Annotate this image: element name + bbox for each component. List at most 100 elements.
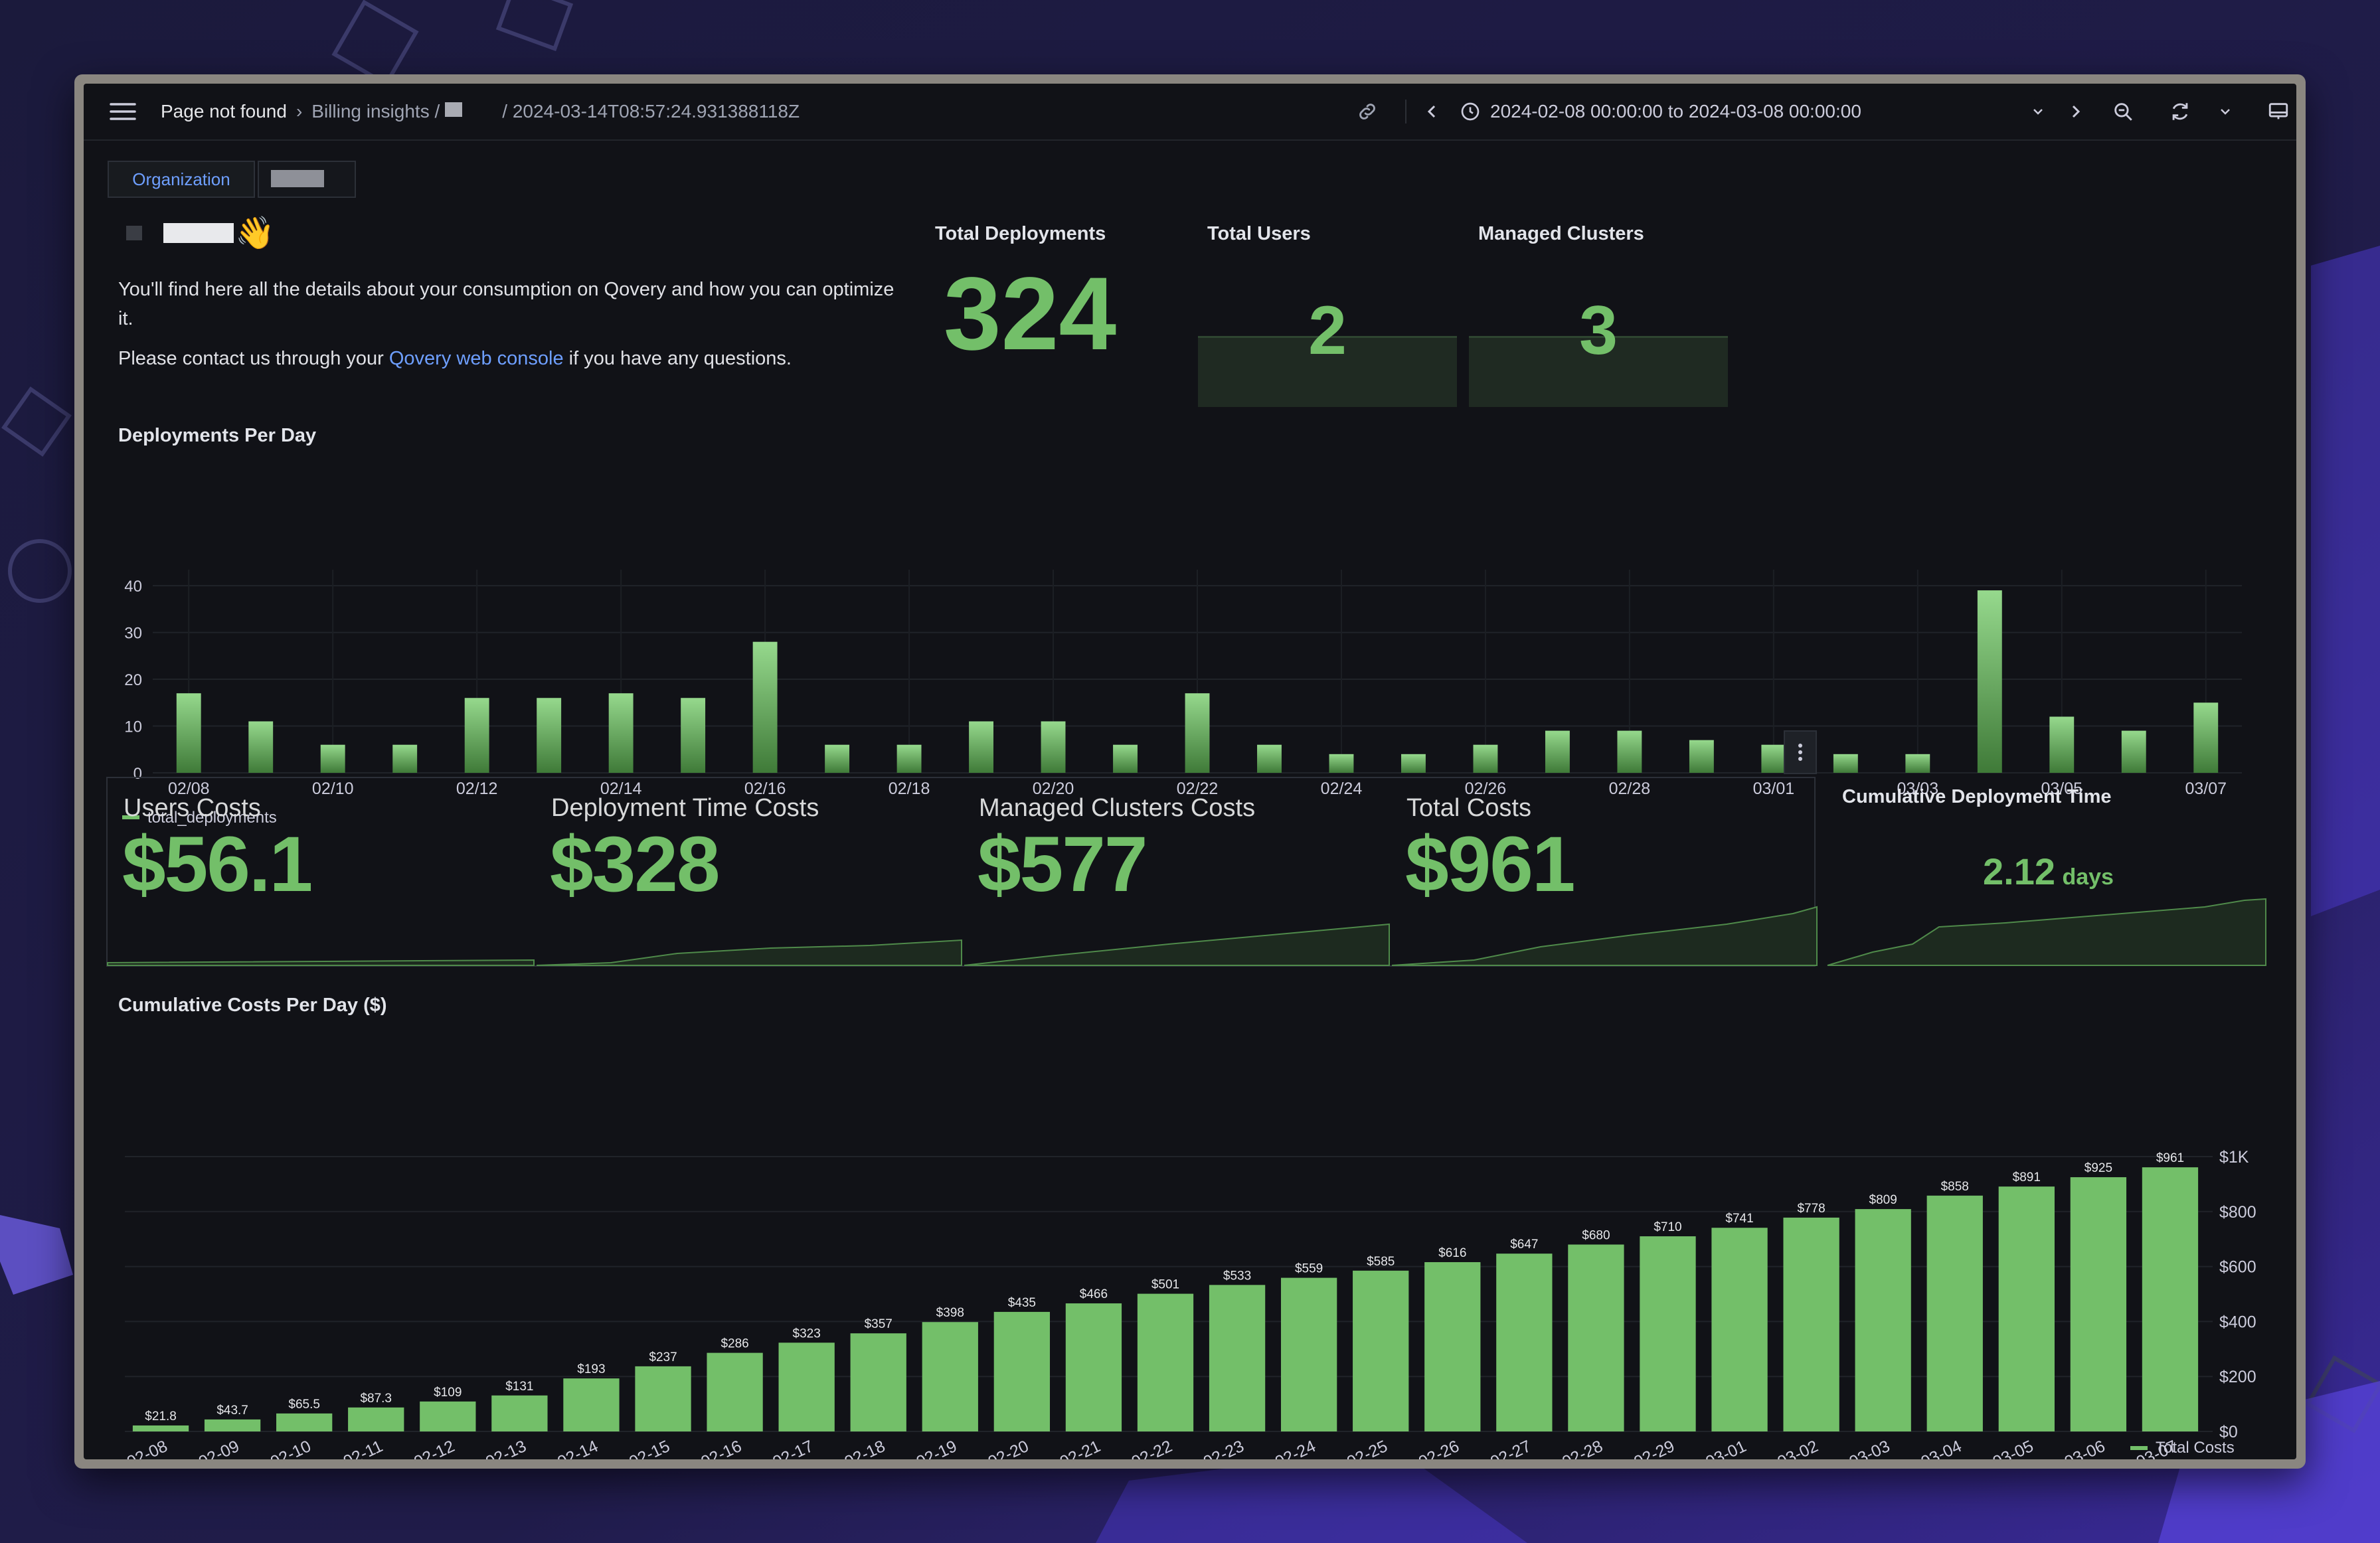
legend-label[interactable]: total_deployments [147,809,277,827]
x-tick-label: 2024-02-25 [1306,1437,1391,1459]
deployments-bar[interactable] [1473,744,1498,773]
deployments-bar[interactable] [608,693,634,773]
deployments-bar[interactable] [1761,744,1786,773]
cost-bar[interactable] [1065,1303,1122,1431]
cost-bar[interactable] [276,1413,333,1431]
cost-bar[interactable] [1137,1293,1194,1431]
cost-bar[interactable] [1568,1244,1624,1431]
cost-data-label: $809 [1869,1193,1897,1207]
breadcrumb-folder[interactable]: Billing insights / [311,101,440,122]
cost-bar[interactable] [2142,1167,2199,1431]
deployments-bar[interactable] [1113,744,1138,773]
cost-bar[interactable] [563,1378,620,1431]
cost-bar[interactable] [420,1401,476,1431]
cost-bar[interactable] [348,1407,404,1431]
deployments-bar[interactable] [1833,754,1858,773]
share-link-icon[interactable] [1356,84,1379,139]
x-tick-label: 2024-02-09 [157,1437,242,1459]
deployments-bar[interactable] [1617,730,1642,773]
x-tick-label: 02/16 [744,779,786,798]
cost-bar[interactable] [1640,1236,1696,1431]
cost-bar[interactable] [1998,1186,2055,1431]
cost-data-label: $616 [1438,1246,1466,1260]
legend-label[interactable]: Total Costs [2156,1439,2235,1457]
x-tick-label: 2024-02-17 [731,1437,816,1459]
cost-data-label: $778 [1797,1202,1825,1216]
cost-bar[interactable] [1783,1217,1839,1431]
avatar [126,226,142,240]
cost-data-label: $559 [1295,1262,1323,1276]
refresh-interval-chevron-icon[interactable] [2218,84,2233,139]
organization-label: Organization [132,169,230,189]
deployments-bar[interactable] [1329,754,1354,773]
cumulative-costs-chart: $0 $200 $400 $600 $800 $1K $21.8 $43.7 $65.5 $87.… [124,1148,2256,1459]
deployments-bar[interactable] [1689,740,1714,773]
cost-bar[interactable] [1424,1261,1481,1431]
deployments-bar[interactable] [464,698,489,773]
chevron-left-icon[interactable] [1425,84,1438,139]
cumulative-time-number: 2.12 [1983,851,2055,892]
wave-emoji: 👋 [235,216,275,251]
deployments-bar[interactable] [1041,721,1066,773]
refresh-icon[interactable] [2169,84,2191,139]
deployments-bar[interactable] [248,721,274,773]
time-range-picker[interactable]: 2024-02-08 00:00:00 to 2024-03-08 00:00:… [1490,101,1861,122]
cost-bar[interactable] [1496,1254,1553,1431]
cost-bar[interactable] [1711,1228,1768,1431]
cost-bar[interactable] [2070,1177,2127,1431]
deployments-bar[interactable] [2121,730,2146,773]
deployments-bar[interactable] [1977,590,2002,773]
deployments-bar[interactable] [752,641,778,773]
cost-bar[interactable] [635,1366,691,1431]
x-tick-label: 2024-02-28 [1521,1437,1606,1459]
deployments-bar[interactable] [1905,754,1930,773]
deployments-bar[interactable] [2193,702,2219,773]
deployments-bar[interactable] [1545,730,1570,773]
cost-bar[interactable] [778,1342,835,1431]
x-tick-label: 2024-02-18 [804,1437,889,1459]
cost-bar[interactable] [1926,1195,1983,1431]
chevron-right-icon[interactable] [2069,84,2082,139]
zoom-out-icon[interactable] [2112,84,2134,139]
intro-description: You'll find here all the details about y… [118,279,894,329]
panel-menu-icon[interactable] [1784,730,1817,774]
deployments-bar[interactable] [1401,754,1426,773]
deployments-bar[interactable] [320,744,345,773]
cost-bar[interactable] [1280,1277,1337,1431]
chevron-down-icon[interactable] [2031,84,2045,139]
cost-bar[interactable] [707,1352,763,1431]
cost-bar[interactable] [850,1333,906,1431]
managed-clusters-costs-value: $577 [978,821,1148,908]
x-tick-label: 02/08 [168,779,210,798]
tv-mode-icon[interactable] [2267,84,2290,139]
deployments-bar[interactable] [392,744,418,773]
cost-bar[interactable] [204,1419,261,1431]
menu-icon[interactable] [109,84,137,139]
cost-bar[interactable] [922,1322,978,1431]
cost-bar[interactable] [1353,1270,1409,1431]
qovery-console-link[interactable]: Qovery web console [388,348,564,369]
x-tick-label: 2024-02-23 [1162,1437,1247,1459]
deployments-bar[interactable] [825,744,850,773]
cost-bar[interactable] [993,1311,1051,1431]
deployments-bar[interactable] [896,744,922,773]
deployments-bar[interactable] [176,693,201,773]
y-tick-label: 30 [124,625,142,643]
cost-data-label: $193 [577,1362,605,1376]
cost-bar[interactable] [132,1425,189,1431]
deployments-bar[interactable] [537,698,562,773]
cumulative-deployment-time-title: Cumulative Deployment Time [1842,786,2112,807]
deployments-bar[interactable] [2049,716,2075,773]
cost-bar[interactable] [491,1395,548,1431]
deployments-bar[interactable] [969,721,993,773]
clock-icon [1460,84,1481,139]
deployments-bar[interactable] [1257,744,1282,773]
cost-bar[interactable] [1855,1209,1911,1431]
cumulative-time-unit: days [2062,864,2114,890]
deployments-bar[interactable] [681,698,706,773]
variable-organization-select[interactable] [258,161,356,198]
total-users-sparkline [1198,336,1457,407]
breadcrumb-root[interactable]: Page not found [161,101,287,122]
cost-bar[interactable] [1209,1285,1266,1431]
deployments-bar[interactable] [1185,693,1210,773]
